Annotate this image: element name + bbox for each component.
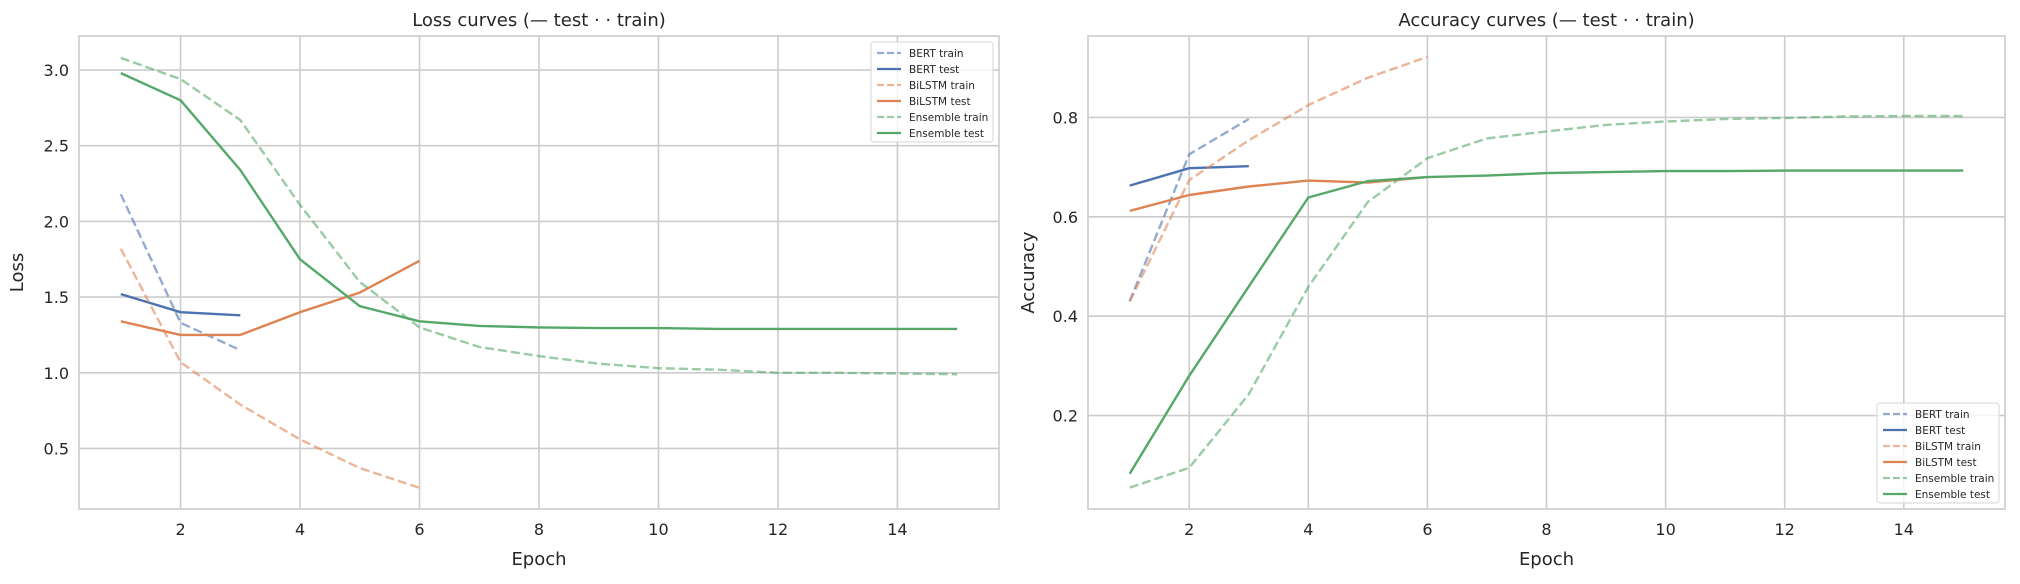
- series-line: [1128, 169, 1964, 475]
- y-tick-label: 0.6: [1053, 208, 1078, 227]
- series-ensemble-train: [1129, 114, 1964, 489]
- x-tick-label: 10: [648, 520, 668, 539]
- series-bilstm-train: [119, 248, 420, 489]
- x-tick-label: 6: [414, 520, 424, 539]
- x-tick-label: 4: [295, 520, 305, 539]
- series-line: [1129, 114, 1964, 489]
- series-ensemble-test: [1128, 169, 1964, 475]
- series-line: [120, 56, 958, 376]
- y-axis-label: Loss: [7, 253, 28, 292]
- series-bert-train: [119, 193, 241, 352]
- legend-label: BiLSTM train: [909, 80, 975, 92]
- legend-label: BiLSTM train: [1915, 441, 1981, 453]
- y-tick-label: 1.5: [44, 288, 69, 307]
- y-axis-label: Accuracy: [1018, 231, 1039, 314]
- x-tick-label: 10: [1655, 520, 1675, 539]
- axes-frame: [78, 35, 1000, 510]
- legend-label: BiLSTM test: [1915, 457, 1977, 469]
- x-tick-label: 2: [175, 520, 185, 539]
- x-tick-label: 12: [1775, 520, 1795, 539]
- x-tick-label: 2: [1184, 520, 1194, 539]
- legend-item: Ensemble test: [877, 128, 984, 140]
- y-tick-label: 0.8: [1053, 108, 1078, 127]
- legend-item: Ensemble test: [1883, 489, 1990, 501]
- legend-label: BERT test: [909, 64, 959, 76]
- series-bert-train: [1128, 117, 1250, 302]
- series-bert-test: [120, 292, 241, 317]
- x-tick-label: 4: [1303, 520, 1313, 539]
- accuracy-chart: 2 4 6 8 10 12 14 0.2 0.4 0.6 0.8 Accuracy curves (—…: [1018, 10, 2006, 570]
- legend-frame: [870, 41, 994, 143]
- legend-label: BERT train: [1915, 409, 1970, 421]
- legend-label: Ensemble test: [909, 128, 984, 140]
- legend-frame: [1876, 402, 2000, 504]
- series-line: [120, 72, 958, 331]
- x-tick-label: 8: [1541, 520, 1551, 539]
- x-tick-label: 14: [1894, 520, 1914, 539]
- loss-chart: 2 4 6 8 10 12 14 0.5 1.0 1.5 2.0 2.5 3.0 Loss curves …: [7, 10, 1000, 570]
- series-bert-test: [1129, 165, 1249, 187]
- y-tick-label: 3.0: [44, 61, 69, 80]
- legend-item: BiLSTM test: [877, 96, 971, 108]
- chart-title: Loss curves (— test · · train): [412, 10, 666, 31]
- x-axis-label: Epoch: [511, 549, 566, 570]
- y-tick-label: 1.0: [44, 364, 69, 383]
- series-line: [120, 259, 421, 337]
- x-tick-label: 14: [887, 520, 907, 539]
- series-ensemble-train: [120, 56, 958, 376]
- legend: BERT train BERT test BiLSTM train BiLSTM te…: [870, 41, 994, 143]
- x-axis-label: Epoch: [1519, 549, 1574, 570]
- series-line: [119, 193, 241, 352]
- y-tick-label: 0.4: [1053, 307, 1078, 326]
- x-tick-label: 12: [768, 520, 788, 539]
- legend-item: Ensemble train: [1883, 473, 1994, 485]
- y-tick-label: 2.5: [44, 137, 69, 156]
- y-tick-label: 0.2: [1053, 407, 1078, 426]
- series-line: [120, 292, 241, 317]
- legend-item: BERT test: [1883, 425, 1965, 437]
- legend-item: BERT train: [1883, 409, 1970, 421]
- legend-item: BiLSTM train: [1883, 441, 1981, 453]
- series-bilstm-test: [1129, 175, 1428, 213]
- legend-item: Ensemble train: [877, 112, 988, 124]
- legend-label: Ensemble test: [1915, 489, 1990, 501]
- series-line: [1129, 175, 1428, 213]
- legend-item: BERT train: [877, 48, 964, 60]
- y-tick-label: 0.5: [44, 439, 69, 458]
- series-ensemble-test: [120, 72, 958, 331]
- legend: BERT train BERT test BiLSTM train BiLSTM te…: [1876, 402, 2000, 504]
- x-tick-label: 6: [1422, 520, 1432, 539]
- chart-title: Accuracy curves (— test · · train): [1398, 10, 1694, 31]
- legend-item: BiLSTM test: [1883, 457, 1977, 469]
- legend-item: BiLSTM train: [877, 80, 975, 92]
- axes-frame: [1087, 35, 2006, 510]
- series-bilstm-train: [1128, 55, 1428, 302]
- y-tick-label: 2.0: [44, 212, 69, 231]
- legend-label: BiLSTM test: [909, 96, 971, 108]
- legend-label: Ensemble train: [1915, 473, 1994, 485]
- series-bilstm-test: [120, 259, 421, 337]
- x-tick-label: 8: [534, 520, 544, 539]
- series-line: [119, 248, 420, 489]
- legend-label: BERT test: [1915, 425, 1965, 437]
- legend-item: BERT test: [877, 64, 959, 76]
- legend-label: Ensemble train: [909, 112, 988, 124]
- series-line: [1128, 55, 1428, 302]
- legend-label: BERT train: [909, 48, 964, 60]
- series-line: [1128, 117, 1250, 302]
- series-line: [1129, 165, 1249, 187]
